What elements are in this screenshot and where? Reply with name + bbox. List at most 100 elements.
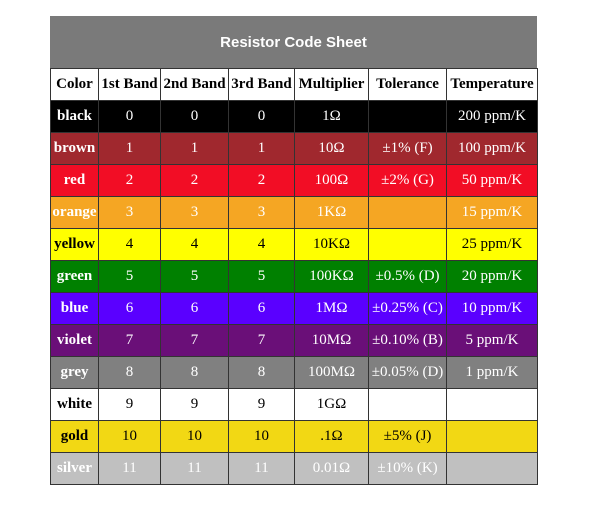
multiplier-cell: 1GΩ [294, 388, 369, 421]
third-band-cell: 9 [228, 388, 295, 421]
header-row: Color 1st Band 2nd Band 3rd Band Multipl… [50, 68, 538, 101]
second-band-cell: 1 [160, 132, 229, 165]
resistor-code-table: Color 1st Band 2nd Band 3rd Band Multipl… [50, 68, 538, 485]
temperature-cell [446, 452, 538, 485]
first-band-cell: 3 [98, 196, 161, 229]
third-band-cell: 11 [228, 452, 295, 485]
second-band-cell: 7 [160, 324, 229, 357]
temperature-cell: 5 ppm/K [446, 324, 538, 357]
third-band-cell: 0 [228, 100, 295, 133]
first-band-cell: 4 [98, 228, 161, 261]
third-band-cell: 6 [228, 292, 295, 325]
color-name-cell: green [50, 260, 99, 293]
multiplier-cell: 100Ω [294, 164, 369, 197]
header-temperature: Temperature [446, 68, 538, 101]
third-band-cell: 3 [228, 196, 295, 229]
temperature-cell [446, 420, 538, 453]
third-band-cell: 5 [228, 260, 295, 293]
temperature-cell [446, 388, 538, 421]
multiplier-cell: 10KΩ [294, 228, 369, 261]
multiplier-cell: 100KΩ [294, 260, 369, 293]
table-row: red 2 2 2 100Ω ±2% (G) 50 ppm/K [50, 164, 538, 197]
temperature-cell: 10 ppm/K [446, 292, 538, 325]
color-name-cell: orange [50, 196, 99, 229]
first-band-cell: 5 [98, 260, 161, 293]
tolerance-cell [368, 100, 447, 133]
table-row: black 0 0 0 1Ω 200 ppm/K [50, 100, 538, 133]
tolerance-cell: ±0.5% (D) [368, 260, 447, 293]
temperature-cell: 100 ppm/K [446, 132, 538, 165]
table-row: grey 8 8 8 100MΩ ±0.05% (D) 1 ppm/K [50, 356, 538, 389]
tolerance-cell: ±1% (F) [368, 132, 447, 165]
second-band-cell: 11 [160, 452, 229, 485]
first-band-cell: 2 [98, 164, 161, 197]
multiplier-cell: 100MΩ [294, 356, 369, 389]
temperature-cell: 1 ppm/K [446, 356, 538, 389]
table-row: orange 3 3 3 1KΩ 15 ppm/K [50, 196, 538, 229]
table-row: green 5 5 5 100KΩ ±0.5% (D) 20 ppm/K [50, 260, 538, 293]
tolerance-cell: ±5% (J) [368, 420, 447, 453]
second-band-cell: 3 [160, 196, 229, 229]
tolerance-cell: ±0.10% (B) [368, 324, 447, 357]
multiplier-cell: 1MΩ [294, 292, 369, 325]
third-band-cell: 1 [228, 132, 295, 165]
tolerance-cell: ±0.25% (C) [368, 292, 447, 325]
table-row: silver 11 11 11 0.01Ω ±10% (K) [50, 452, 538, 485]
tolerance-cell: ±2% (G) [368, 164, 447, 197]
color-name-cell: silver [50, 452, 99, 485]
second-band-cell: 0 [160, 100, 229, 133]
tolerance-cell [368, 196, 447, 229]
header-multiplier: Multiplier [294, 68, 369, 101]
color-name-cell: grey [50, 356, 99, 389]
third-band-cell: 10 [228, 420, 295, 453]
tolerance-cell: ±0.05% (D) [368, 356, 447, 389]
first-band-cell: 11 [98, 452, 161, 485]
color-name-cell: blue [50, 292, 99, 325]
color-name-cell: red [50, 164, 99, 197]
third-band-cell: 4 [228, 228, 295, 261]
first-band-cell: 9 [98, 388, 161, 421]
first-band-cell: 10 [98, 420, 161, 453]
second-band-cell: 6 [160, 292, 229, 325]
table-row: yellow 4 4 4 10KΩ 25 ppm/K [50, 228, 538, 261]
header-3rd-band: 3rd Band [228, 68, 295, 101]
second-band-cell: 9 [160, 388, 229, 421]
table-row: violet 7 7 7 10MΩ ±0.10% (B) 5 ppm/K [50, 324, 538, 357]
second-band-cell: 5 [160, 260, 229, 293]
table-row: white 9 9 9 1GΩ [50, 388, 538, 421]
first-band-cell: 1 [98, 132, 161, 165]
header-tolerance: Tolerance [368, 68, 447, 101]
second-band-cell: 4 [160, 228, 229, 261]
color-name-cell: black [50, 100, 99, 133]
third-band-cell: 8 [228, 356, 295, 389]
second-band-cell: 10 [160, 420, 229, 453]
table-row: brown 1 1 1 10Ω ±1% (F) 100 ppm/K [50, 132, 538, 165]
header-2nd-band: 2nd Band [160, 68, 229, 101]
multiplier-cell: .1Ω [294, 420, 369, 453]
color-name-cell: white [50, 388, 99, 421]
second-band-cell: 8 [160, 356, 229, 389]
temperature-cell: 200 ppm/K [446, 100, 538, 133]
header-1st-band: 1st Band [98, 68, 161, 101]
temperature-cell: 20 ppm/K [446, 260, 538, 293]
first-band-cell: 0 [98, 100, 161, 133]
third-band-cell: 7 [228, 324, 295, 357]
second-band-cell: 2 [160, 164, 229, 197]
third-band-cell: 2 [228, 164, 295, 197]
first-band-cell: 6 [98, 292, 161, 325]
tolerance-cell: ±10% (K) [368, 452, 447, 485]
temperature-cell: 25 ppm/K [446, 228, 538, 261]
temperature-cell: 15 ppm/K [446, 196, 538, 229]
color-name-cell: yellow [50, 228, 99, 261]
color-name-cell: brown [50, 132, 99, 165]
sheet-title: Resistor Code Sheet [50, 16, 537, 68]
multiplier-cell: 0.01Ω [294, 452, 369, 485]
color-name-cell: gold [50, 420, 99, 453]
multiplier-cell: 1KΩ [294, 196, 369, 229]
color-name-cell: violet [50, 324, 99, 357]
first-band-cell: 8 [98, 356, 161, 389]
table-row: gold 10 10 10.1Ω ±5% (J) [50, 420, 538, 453]
resistor-code-sheet: Resistor Code Sheet Color 1st Band 2nd B… [50, 16, 538, 485]
header-color: Color [50, 68, 99, 101]
temperature-cell: 50 ppm/K [446, 164, 538, 197]
